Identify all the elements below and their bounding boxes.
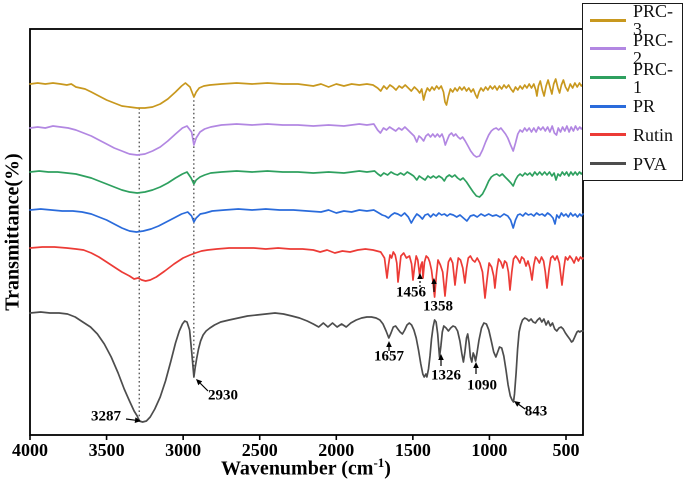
annotation-label-1456: 1456	[396, 284, 427, 300]
annotation-arrowhead-1090	[473, 362, 479, 368]
legend-label-PRC-2: PRC-2	[633, 29, 674, 68]
legend-swatch-PR	[590, 104, 626, 108]
series-line-PRC-2	[29, 123, 584, 158]
annotation-arrowhead-1657	[386, 341, 392, 347]
annotation-label-1358: 1358	[423, 298, 453, 314]
series-line-PR	[29, 208, 584, 233]
annotation-arrowhead-1358	[431, 278, 437, 284]
annotation-arrow-2930	[199, 382, 209, 392]
x-tick-label-3500: 3500	[89, 440, 125, 460]
x-tick-label-4000: 4000	[12, 440, 48, 460]
legend-entry-PRC-1: PRC-1	[583, 60, 682, 96]
series-line-PVA	[29, 311, 584, 423]
legend-label-Rutin: Rutin	[633, 124, 674, 145]
legend-entry-Rutin: Rutin	[583, 121, 682, 148]
legend-entry-PVA: PVA	[583, 150, 682, 177]
legend-label-PVA: PVA	[633, 153, 667, 174]
annotation-arrow-843	[518, 404, 526, 410]
legend-swatch-Rutin	[590, 133, 626, 137]
legend-swatch-PRC-2	[590, 47, 626, 51]
legend-entry-PRC-3: PRC-3	[583, 2, 682, 38]
x-axis-label: Wavenumber (cm-1)	[221, 455, 391, 481]
annotation-arrowhead-3287	[134, 417, 141, 423]
legend-entry-PR: PR	[583, 93, 682, 120]
annotation-label-1326: 1326	[431, 367, 462, 383]
annotation-arrow-3287	[125, 418, 136, 421]
annotation-arrowhead-1456	[417, 273, 423, 279]
x-axis-label-superscript: -1	[373, 455, 385, 470]
annotation-label-1657: 1657	[374, 348, 405, 364]
annotation-arrowhead-2930	[196, 379, 203, 386]
x-axis-label-text: Wavenumber (cm	[221, 457, 374, 480]
annotation-label-2930: 2930	[208, 387, 238, 403]
x-tick-label-1500: 1500	[395, 440, 431, 460]
x-tick-label-3000: 3000	[165, 440, 201, 460]
x-tick-label-2000: 2000	[318, 440, 354, 460]
y-axis-label: Transmittance(%)	[1, 153, 24, 311]
legend-swatch-PRC-3	[590, 18, 626, 22]
legend-label-PRC-3: PRC-3	[633, 1, 674, 40]
series-line-PRC-1	[29, 170, 584, 198]
legend-swatch-PRC-1	[590, 76, 626, 80]
legend-swatch-PVA	[590, 162, 626, 166]
series-line-Rutin	[29, 246, 584, 299]
annotation-arrowhead-1326	[438, 354, 444, 360]
x-axis-label-close-paren: )	[384, 457, 391, 480]
x-tick-label-500: 500	[553, 440, 580, 460]
x-tick-label-1000: 1000	[471, 440, 507, 460]
annotation-label-843: 843	[525, 403, 548, 419]
legend-entry-PRC-2: PRC-2	[583, 31, 682, 67]
legend-label-PRC-1: PRC-1	[633, 58, 674, 97]
annotation-label-1090: 1090	[467, 377, 497, 393]
annotation-arrowhead-843	[514, 401, 521, 407]
plot-border	[29, 28, 584, 436]
legend-label-PR: PR	[633, 96, 656, 117]
annotation-label-3287: 3287	[91, 408, 122, 424]
legend-box: PRC-3 PRC-2 PRC-1 PR Rutin PVA	[582, 2, 683, 181]
x-tick-label-2500: 2500	[242, 440, 278, 460]
series-line-PRC-3	[29, 78, 584, 109]
